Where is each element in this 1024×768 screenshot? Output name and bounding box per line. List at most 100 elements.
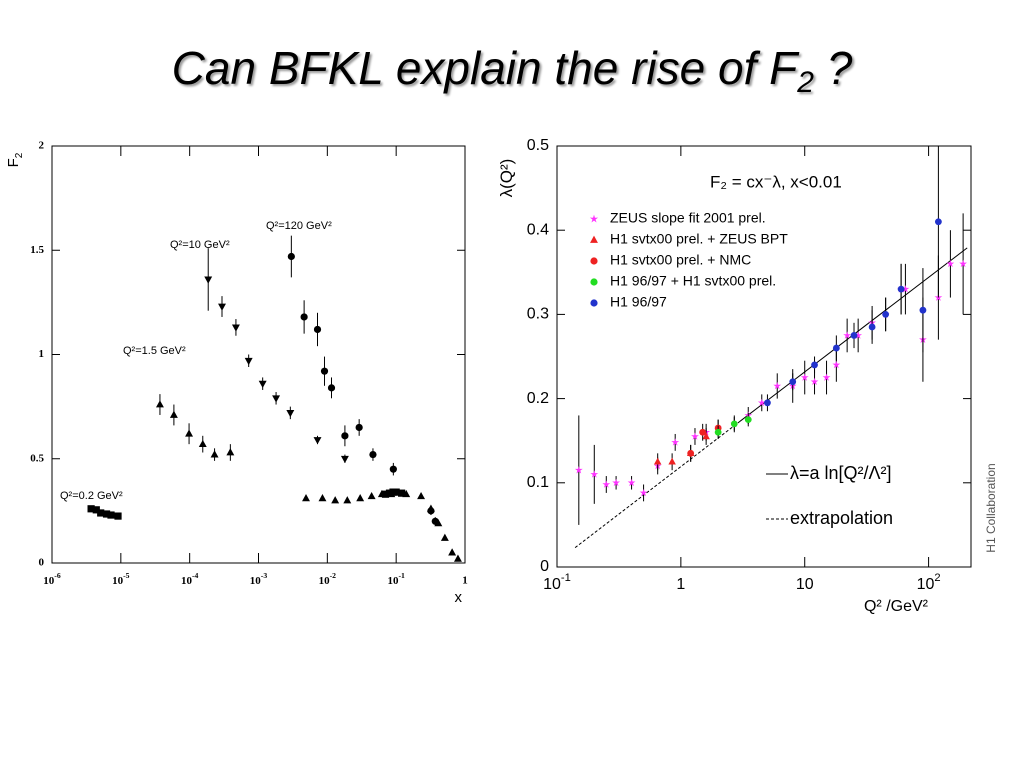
data-point xyxy=(702,432,710,440)
data-point xyxy=(574,466,583,474)
data-point xyxy=(590,470,599,478)
y-tick-label: 0.5 xyxy=(527,137,549,154)
data-point xyxy=(381,490,390,498)
data-point xyxy=(369,450,377,459)
data-point xyxy=(387,489,396,498)
data-point xyxy=(653,457,662,465)
data-point xyxy=(389,465,397,473)
data-point xyxy=(440,533,449,541)
data-point xyxy=(934,218,942,226)
x-tick-base: 10 xyxy=(917,576,935,593)
data-point xyxy=(318,494,327,502)
data-point xyxy=(258,380,267,389)
data-point xyxy=(313,437,322,445)
data-point xyxy=(185,429,194,437)
data-point xyxy=(602,480,611,488)
side-note: H1 Collaboration xyxy=(984,463,998,552)
data-point xyxy=(773,381,782,390)
data-point xyxy=(398,489,406,497)
data-point xyxy=(114,512,122,520)
x-tick-base: 10 xyxy=(319,575,331,587)
data-point xyxy=(355,423,363,432)
x-tick-exponent: -5 xyxy=(123,571,130,580)
x-tick-label: 102 xyxy=(917,572,941,593)
data-point xyxy=(87,505,95,513)
x-tick-base: 10 xyxy=(181,575,193,587)
data-point xyxy=(300,313,308,321)
data-point xyxy=(699,428,707,436)
legend-label: H1 96/97 xyxy=(610,294,667,310)
data-point xyxy=(343,496,352,504)
data-point xyxy=(286,410,295,418)
data-point xyxy=(97,509,105,517)
legend-marker xyxy=(589,214,599,223)
data-point xyxy=(427,507,435,515)
x-tick-base: 10 xyxy=(387,575,399,587)
data-point xyxy=(402,489,411,498)
title-end: ? xyxy=(814,42,853,94)
x-tick-base: 10 xyxy=(112,575,124,587)
data-point xyxy=(810,377,819,386)
data-point xyxy=(331,496,340,504)
data-point xyxy=(919,306,927,314)
x-axis-label: x xyxy=(455,589,463,606)
data-point xyxy=(226,448,235,456)
x-tick-exponent: -4 xyxy=(192,571,199,580)
y-tick-label: 0.4 xyxy=(527,221,549,238)
data-point xyxy=(832,344,840,352)
data-point xyxy=(854,331,863,339)
x-tick-label: 10-4 xyxy=(181,571,199,587)
x-tick-exponent: -3 xyxy=(261,571,268,580)
y-tick-label: 0 xyxy=(540,558,549,575)
x-tick-exponent: -2 xyxy=(330,571,337,580)
x-tick-base: 10 xyxy=(250,575,262,587)
legend-label: extrapolation xyxy=(790,508,893,528)
data-point xyxy=(272,395,281,403)
data-point xyxy=(822,373,831,381)
data-point xyxy=(302,494,310,502)
data-point xyxy=(757,398,766,407)
annotation: Q²=120 GeV² xyxy=(266,220,332,232)
x-tick-label: 1 xyxy=(462,575,468,587)
x-tick-label: 10-2 xyxy=(319,571,337,587)
x-tick-label: 10-3 xyxy=(250,571,268,587)
data-point xyxy=(901,285,910,293)
data-point xyxy=(218,303,226,311)
data-point xyxy=(92,506,100,514)
x-tick-label: 10-6 xyxy=(43,571,61,587)
y-tick-label: 0 xyxy=(39,557,45,569)
data-point xyxy=(392,488,400,496)
data-point xyxy=(169,410,178,418)
data-point xyxy=(210,450,219,458)
data-point xyxy=(789,378,797,386)
data-point xyxy=(832,360,841,369)
legend-marker xyxy=(590,235,598,243)
data-point xyxy=(612,478,620,487)
data-point xyxy=(244,357,253,366)
data-point xyxy=(691,432,699,440)
y-axis-label: F2 xyxy=(5,152,25,167)
data-point xyxy=(448,548,457,556)
legend-label: H1 svtx00 prel. + ZEUS BPT xyxy=(610,231,788,247)
x-tick-exponent: -1 xyxy=(398,571,405,580)
y-axis-label-sub: 2 xyxy=(14,152,25,158)
data-point xyxy=(107,511,115,519)
title-text: Can BFKL explain the rise of F xyxy=(172,42,800,94)
data-point xyxy=(959,259,967,268)
data-point xyxy=(639,488,648,497)
x-tick-label: 10 xyxy=(796,576,814,593)
x-tick-label: 10-1 xyxy=(387,571,405,587)
data-point xyxy=(843,331,852,339)
data-point xyxy=(102,510,111,518)
x-tick-exponent: -6 xyxy=(54,571,61,580)
annotation: F₂ = cx⁻λ, x<0.01 xyxy=(710,172,842,191)
y-tick-label: 2 xyxy=(39,140,45,152)
y-axis-label-text: λ(Q²) xyxy=(497,159,516,198)
legend-label: H1 96/97 + H1 svtx00 prel. xyxy=(610,273,776,289)
data-point xyxy=(897,285,905,293)
data-point xyxy=(946,259,955,268)
x-axis-label: Q² /GeV² xyxy=(864,598,929,615)
y-axis-label: λ(Q²) xyxy=(497,159,516,198)
legend-label: H1 svtx00 prel. + NMC xyxy=(610,252,751,268)
